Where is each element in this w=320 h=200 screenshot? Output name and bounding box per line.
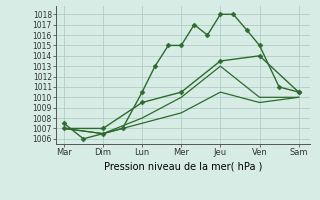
X-axis label: Pression niveau de la mer( hPa ): Pression niveau de la mer( hPa ) (104, 161, 262, 171)
